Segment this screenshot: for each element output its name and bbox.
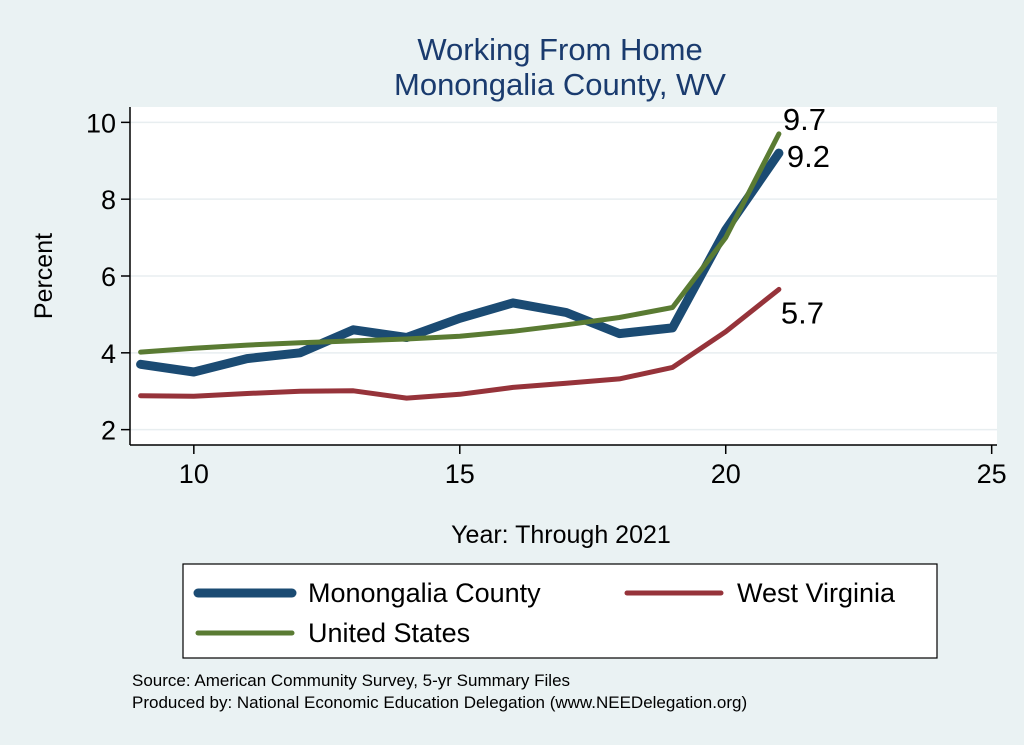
y-axis-title: Percent (30, 233, 58, 319)
x-tick-label-20: 20 (711, 459, 741, 489)
produced-by-note: Produced by: National Economic Education… (132, 693, 747, 712)
chart-title-line-2: Monongalia County, WV (394, 67, 726, 102)
y-tick-label-4: 4 (101, 339, 116, 369)
y-tick-label-8: 8 (101, 185, 116, 215)
y-tick-label-6: 6 (101, 262, 116, 292)
series-line-united-states (138, 131, 782, 355)
legend-label-west-virginia: West Virginia (737, 578, 896, 608)
x-tick-label-25: 25 (977, 459, 1007, 489)
end-label-west-virginia: 5.7 (781, 295, 824, 330)
series-layer (136, 131, 784, 401)
series-line-west-virginia (138, 286, 782, 401)
y-tick-label-10: 10 (86, 108, 116, 138)
end-labels: 9.2 5.7 9.7 (781, 102, 830, 331)
legend: Monongalia County West Virginia United Sta… (193, 578, 896, 648)
x-tick-label-10: 10 (179, 459, 209, 489)
chart-title-line-1: Working From Home (417, 32, 702, 67)
axes: 2 4 6 8 10 10 15 20 25 (86, 107, 1007, 489)
end-label-monongalia-county: 9.2 (787, 139, 830, 174)
x-axis-title: Year: Through 2021 (451, 521, 671, 549)
legend-label-united-states: United States (308, 618, 470, 648)
y-tick-label-2: 2 (101, 416, 116, 446)
series-line-monongalia-county (136, 148, 784, 377)
x-tick-label-15: 15 (445, 459, 475, 489)
end-label-united-states: 9.7 (783, 102, 826, 137)
legend-label-monongalia-county: Monongalia County (308, 578, 541, 608)
legend-box (182, 563, 938, 659)
source-note: Source: American Community Survey, 5-yr … (132, 671, 570, 690)
